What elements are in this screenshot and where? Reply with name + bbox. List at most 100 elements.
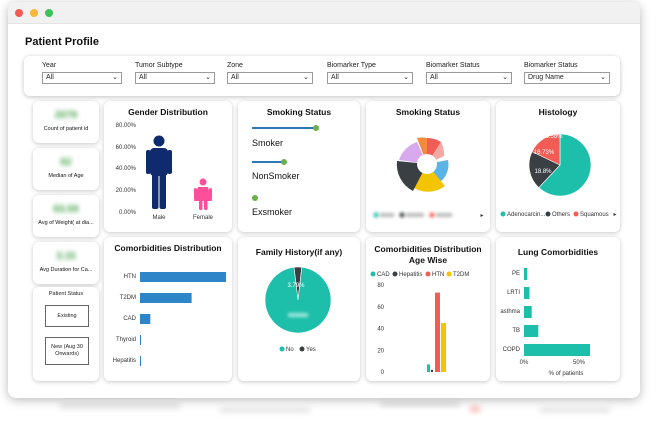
kpi-card-patient-count: 2079 Count of patient id <box>33 101 99 143</box>
status-existing-button[interactable]: Existing <box>45 305 89 327</box>
minimize-dot-icon[interactable] <box>30 9 38 17</box>
bar[interactable] <box>524 287 530 299</box>
chevron-down-icon: ⌄ <box>502 74 508 81</box>
chevron-down-icon: ⌄ <box>303 74 309 81</box>
histology-pie: 6.58% 16.73% 18.8% Adenocarcin... Others… <box>500 133 617 218</box>
x-axis-label: % of patients <box>549 371 584 377</box>
gender-chart: 80.00% 60.00% 40.00% 20.00% 0.00% Male F… <box>116 123 214 221</box>
tumor-subtype-select[interactable]: All ⌄ <box>135 72 215 84</box>
slice-label: 16.73% <box>534 150 555 156</box>
smoking-rose-chart: ▸ <box>373 137 484 219</box>
chart-subtitle: Age Wise <box>408 255 448 265</box>
y-tick: 0.00% <box>119 210 137 216</box>
filter-tumor-subtype: Tumor Subtype All ⌄ <box>135 62 215 84</box>
kpi-card-median-age: 62 Median of Age <box>33 148 99 190</box>
y-tick: TB <box>512 328 520 334</box>
y-tick: 40.00% <box>116 166 137 172</box>
chevron-down-icon: ⌄ <box>112 74 118 81</box>
bar[interactable] <box>140 356 141 366</box>
filter-bar: Year All ⌄ Tumor Subtype All ⌄ Zone All ⌄ B… <box>24 56 620 96</box>
bar[interactable] <box>140 293 192 303</box>
bar[interactable] <box>140 335 141 345</box>
smoker-slider-handle[interactable] <box>313 125 319 131</box>
background-reflection <box>60 402 610 412</box>
bar[interactable] <box>524 325 539 337</box>
patient-status-card: Patient Status Existing New (Aug 30 Onwa… <box>33 287 99 381</box>
close-dot-icon[interactable] <box>15 9 23 17</box>
biomarker-status-select[interactable]: All ⌄ <box>426 72 512 84</box>
page-title: Patient Profile <box>25 36 99 48</box>
y-tick: 80 <box>377 283 384 289</box>
title-bar <box>8 2 640 24</box>
drug-name-select[interactable]: Drug Name ⌄ <box>524 72 610 84</box>
pie-slice[interactable] <box>264 266 332 334</box>
kpi-card-avg-weight: 63.59 Avg of Weight( at dia... <box>33 195 99 237</box>
y-tick: 20 <box>377 348 384 354</box>
family-history-pie: 3.79% No Yes <box>264 266 332 353</box>
legend-item: CAD <box>377 272 390 278</box>
legend-item: Others <box>552 212 570 218</box>
bar[interactable] <box>431 369 433 372</box>
pie-slice[interactable] <box>528 151 561 189</box>
y-tick: HTN <box>124 274 136 280</box>
chevron-down-icon: ⌄ <box>205 74 211 81</box>
filter-biomarker-status: Biomarker Status All ⌄ <box>426 62 512 84</box>
comorbidities-bar-chart: HTN T2DM CAD Thyroid Hepatitis <box>113 272 226 366</box>
status-new-button[interactable]: New (Aug 30 Onwards) <box>45 337 89 365</box>
pie-slice[interactable] <box>538 133 592 197</box>
chart-title: Lung Comorbidities <box>517 247 599 257</box>
pie-slice[interactable] <box>531 133 561 166</box>
chart-title: Smoking Status <box>395 107 461 117</box>
slice-label: 18.8% <box>534 169 552 175</box>
smoking-status-slicer-card: Smoking Status Smoker NonSmoker Exsmoker <box>238 101 360 232</box>
bar[interactable] <box>140 272 226 282</box>
lung-comorbidities-chart: 0% 50% % of patients PE LRTI asthma TB COPD <box>500 268 590 377</box>
chart-title: Family History(if any) <box>255 247 343 257</box>
x-tick: 0% <box>520 360 529 366</box>
y-tick: 60 <box>377 305 384 311</box>
zone-select[interactable]: All ⌄ <box>227 72 313 84</box>
rose-segment[interactable] <box>411 164 445 192</box>
bar[interactable] <box>441 323 446 372</box>
y-tick: 0 <box>381 370 385 376</box>
biomarker-type-select[interactable]: All ⌄ <box>327 72 413 84</box>
filter-label: Tumor Subtype <box>135 62 183 69</box>
legend-item: T2DM <box>453 272 469 278</box>
maximize-dot-icon[interactable] <box>45 9 53 17</box>
x-tick: Male <box>152 215 166 221</box>
kpi-value: 3.15 <box>56 251 76 262</box>
kpi-card-avg-duration: 3.15 Avg Duration for Ca... <box>33 242 99 284</box>
patient-status-title: Patient Status <box>48 291 84 297</box>
legend-next-icon[interactable]: ▸ <box>480 213 483 219</box>
legend-next-icon[interactable]: ▸ <box>613 212 616 218</box>
kpi-caption: Avg of Weight( at dia... <box>38 220 94 226</box>
chevron-down-icon: ⌄ <box>600 74 606 81</box>
smoking-status-chart-card: Smoking Status ▸ <box>366 101 490 232</box>
smoking-sliders <box>252 125 319 201</box>
bar[interactable] <box>435 292 440 372</box>
filter-zone: Zone All ⌄ <box>227 62 313 84</box>
female-figure-icon <box>194 178 212 210</box>
legend-item: Yes <box>306 347 316 353</box>
bar[interactable] <box>524 306 532 318</box>
lung-comorbidities-card: Lung Comorbidities 0% 50% % of patients … <box>496 237 620 381</box>
exsmoker-slider-handle[interactable] <box>252 195 258 201</box>
filter-label: Biomarker Status <box>524 62 578 69</box>
exsmoker-label: Exsmoker <box>252 207 293 217</box>
y-tick: 60.00% <box>116 145 137 151</box>
bar[interactable] <box>427 364 430 372</box>
comorbidities-age-card: Comorbidities Distribution Age Wise CAD … <box>366 237 490 381</box>
family-history-card: Family History(if any) 3.79% No Yes <box>238 237 360 381</box>
chart-title: Comorbidities Distribution <box>374 244 482 254</box>
nonsmoker-label: NonSmoker <box>252 171 300 181</box>
bar[interactable] <box>524 268 528 280</box>
y-tick: 20.00% <box>116 188 137 194</box>
bar[interactable] <box>140 314 151 324</box>
y-tick: COPD <box>503 347 521 353</box>
y-tick: asthma <box>500 309 520 315</box>
year-select[interactable]: All ⌄ <box>42 72 122 84</box>
filter-label: Year <box>42 62 57 69</box>
male-figure-icon <box>146 135 172 209</box>
nonsmoker-slider-handle[interactable] <box>281 159 287 165</box>
bar[interactable] <box>524 344 590 356</box>
